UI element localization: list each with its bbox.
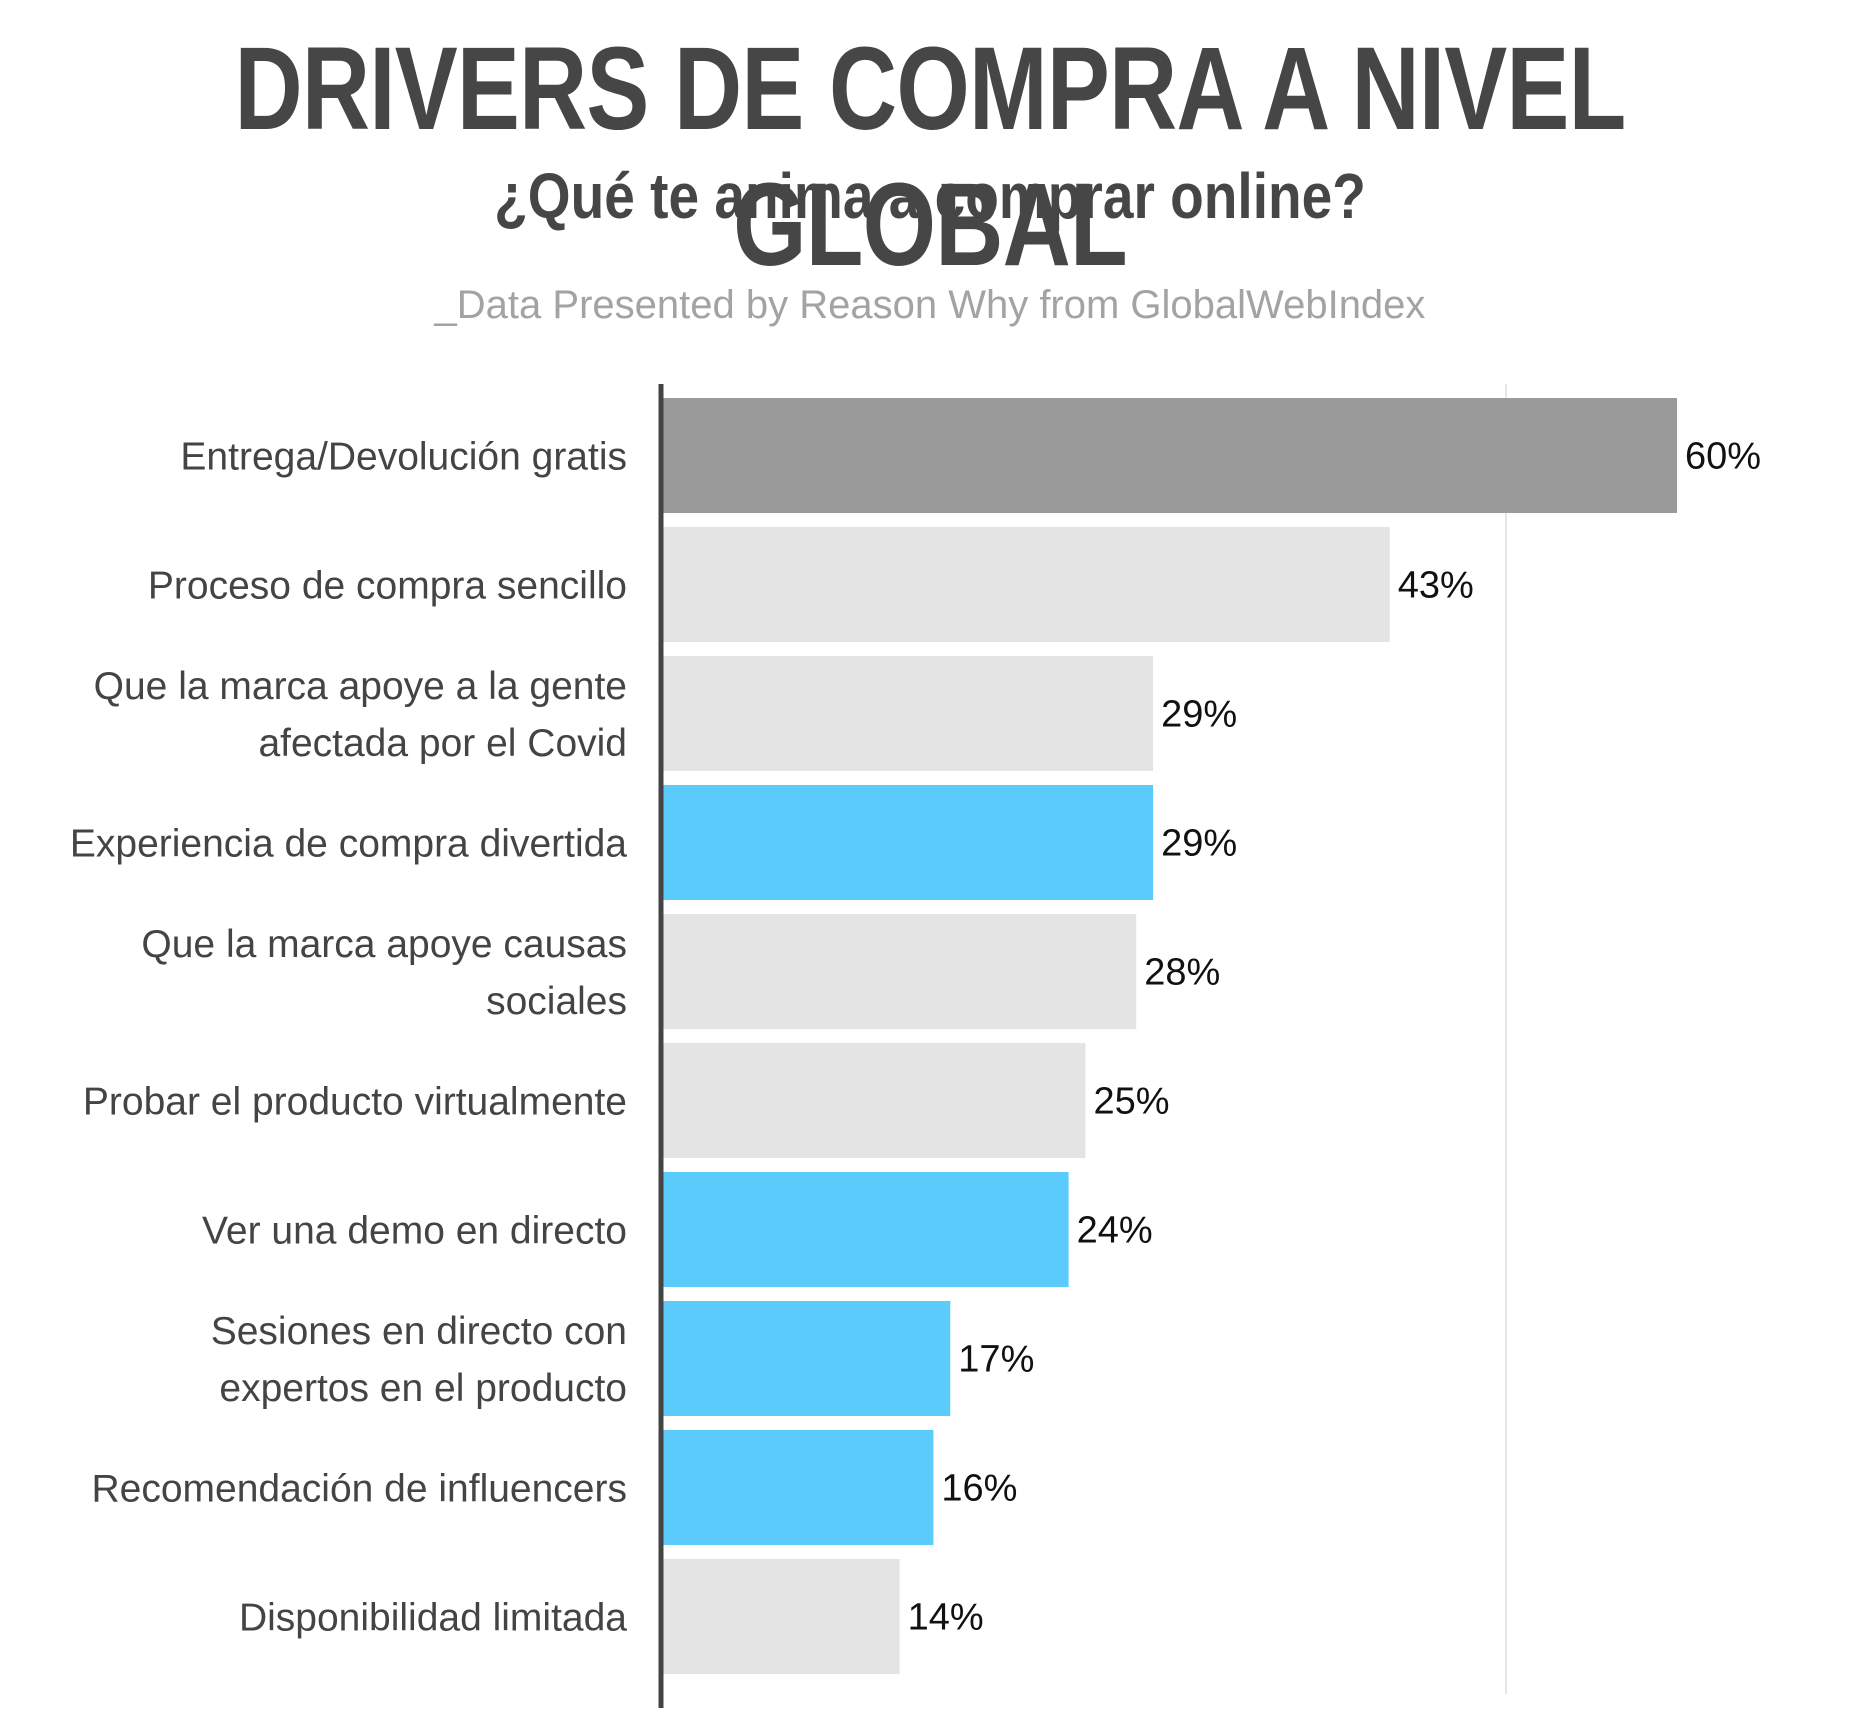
- bar-8: [663, 1301, 951, 1416]
- value-label-1: 60%: [1685, 436, 1761, 478]
- category-label-9-line-1: Recomendación de influencers: [92, 1468, 628, 1511]
- category-label-9: Recomendación de influencers: [92, 1468, 628, 1511]
- value-label-3: 29%: [1161, 694, 1237, 736]
- category-label-3-line-2: afectada por el Covid: [258, 722, 627, 765]
- category-label-4-line-1: Experiencia de compra divertida: [70, 823, 627, 866]
- bar-1: [663, 398, 1677, 513]
- category-label-8-line-2: expertos en el producto: [219, 1367, 627, 1410]
- bar-3: [663, 656, 1154, 771]
- category-label-8: Sesiones en directo con expertos en el pr…: [211, 1310, 627, 1410]
- bar-4: [663, 785, 1154, 900]
- category-label-4: Experiencia de compra divertida: [70, 823, 627, 866]
- bar-10: [663, 1559, 900, 1674]
- bar-5: [663, 914, 1137, 1029]
- bar-6: [663, 1043, 1086, 1158]
- chart-subtitle: ¿Qué te anima a comprar online?: [494, 160, 1366, 232]
- category-label-7: Ver una demo en directo: [202, 1210, 627, 1253]
- category-label-5-line-2: sociales: [486, 980, 627, 1023]
- chart-title: DRIVERS DE COMPRA A NIVEL GLOBAL: [234, 23, 1627, 291]
- category-label-6-line-1: Probar el producto virtualmente: [83, 1081, 627, 1124]
- category-label-3-line-1: Que la marca apoye a la gente: [94, 665, 627, 708]
- category-label-7-line-1: Ver una demo en directo: [202, 1210, 627, 1253]
- category-label-5: Que la marca apoye causas sociales: [141, 923, 627, 1023]
- value-label-10: 14%: [908, 1597, 984, 1639]
- category-label-3: Que la marca apoye a la gente afectada po…: [94, 665, 627, 765]
- category-label-10: Disponibilidad limitada: [239, 1597, 627, 1640]
- bar-2: [663, 527, 1390, 642]
- category-label-1-line-1: Entrega/Devolución gratis: [180, 436, 627, 479]
- category-label-10-line-1: Disponibilidad limitada: [239, 1597, 627, 1640]
- chart-source: _Data Presented by Reason Why from Globa…: [434, 283, 1426, 327]
- category-label-2-line-1: Proceso de compra sencillo: [148, 565, 627, 608]
- category-label-2: Proceso de compra sencillo: [148, 565, 627, 608]
- bar-7: [663, 1172, 1069, 1287]
- value-label-2: 43%: [1398, 565, 1474, 607]
- category-label-8-line-1: Sesiones en directo con: [211, 1310, 627, 1353]
- category-label-1: Entrega/Devolución gratis: [180, 436, 627, 479]
- category-label-6: Probar el producto virtualmente: [83, 1081, 627, 1124]
- bar-9: [663, 1430, 934, 1545]
- value-label-4: 29%: [1161, 823, 1237, 865]
- category-label-5-line-1: Que la marca apoye causas: [141, 923, 627, 966]
- value-label-6: 25%: [1094, 1081, 1170, 1123]
- value-label-5: 28%: [1144, 952, 1220, 994]
- value-label-8: 17%: [958, 1339, 1034, 1381]
- value-label-9: 16%: [941, 1468, 1017, 1510]
- value-label-7: 24%: [1077, 1210, 1153, 1252]
